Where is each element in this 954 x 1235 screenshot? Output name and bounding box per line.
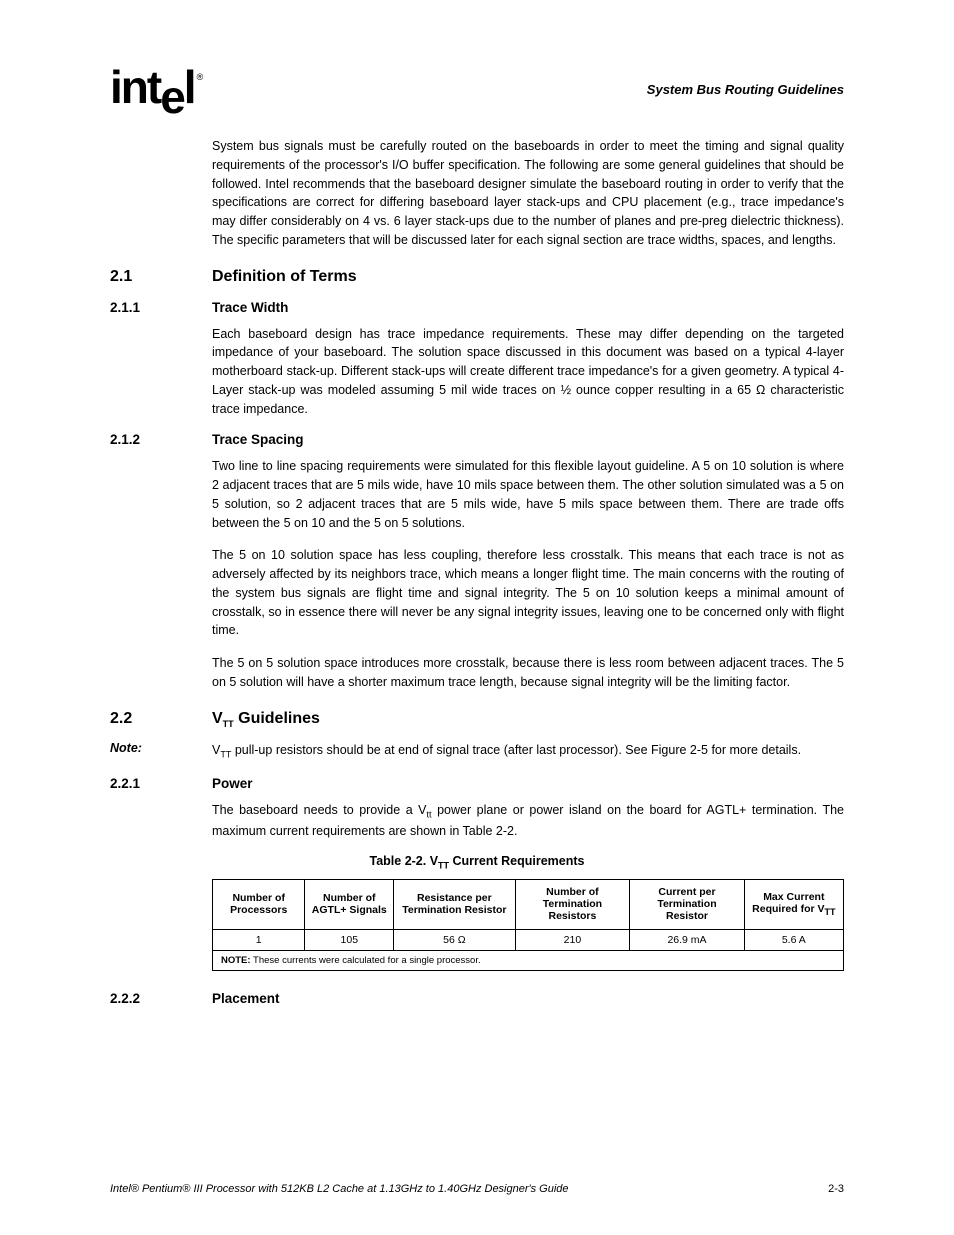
logo-part-e: e bbox=[160, 70, 184, 124]
note-label: Note: bbox=[110, 741, 212, 762]
footer-page-num: 2-3 bbox=[828, 1183, 844, 1195]
section-2-1-num: 2.1 bbox=[110, 268, 212, 286]
th-max-current: Max Current Required for VTT bbox=[744, 879, 843, 929]
vtt-current-table: Number of Processors Number of AGTL+ Sig… bbox=[212, 879, 844, 971]
page-footer: Intel® Pentium® III Processor with 512KB… bbox=[110, 1183, 844, 1195]
trace-spacing-p2: The 5 on 10 solution space has less coup… bbox=[212, 546, 844, 640]
trace-width-text: Each baseboard design has trace impedanc… bbox=[212, 325, 844, 419]
vtt-note-row: Note: VTT pull-up resistors should be at… bbox=[110, 741, 844, 762]
section-2-1-2-num: 2.1.2 bbox=[110, 432, 212, 447]
td-num-resistors: 210 bbox=[515, 929, 630, 950]
table-note-cell: NOTE: These currents were calculated for… bbox=[213, 950, 844, 970]
section-2-2-1: 2.2.1 Power bbox=[110, 776, 844, 791]
table-header-row: Number of Processors Number of AGTL+ Sig… bbox=[213, 879, 844, 929]
trace-width-paragraph: Each baseboard design has trace impedanc… bbox=[212, 325, 844, 419]
td-current-per: 26.9 mA bbox=[630, 929, 744, 950]
td-signals: 105 bbox=[305, 929, 394, 950]
footer-doc-title: Intel® Pentium® III Processor with 512KB… bbox=[110, 1183, 569, 1195]
table-note-row: NOTE: These currents were calculated for… bbox=[213, 950, 844, 970]
section-2-1-2: 2.1.2 Trace Spacing bbox=[110, 432, 844, 447]
th-current-per: Current per Termination Resistor bbox=[630, 879, 744, 929]
td-processors: 1 bbox=[213, 929, 305, 950]
section-2-2-2: 2.2.2 Placement bbox=[110, 991, 844, 1006]
section-2-1-2-title: Trace Spacing bbox=[212, 432, 304, 447]
section-2-2-1-num: 2.2.1 bbox=[110, 776, 212, 791]
section-2-1-1: 2.1.1 Trace Width bbox=[110, 300, 844, 315]
th-resistance: Resistance per Termination Resistor bbox=[394, 879, 515, 929]
page-header-title: System Bus Routing Guidelines bbox=[110, 82, 844, 97]
section-2-1: 2.1 Definition of Terms bbox=[110, 268, 844, 286]
power-text: The baseboard needs to provide a Vtt pow… bbox=[212, 801, 844, 841]
section-2-1-title: Definition of Terms bbox=[212, 268, 357, 286]
logo-part-2: l bbox=[184, 60, 195, 114]
th-signals: Number of AGTL+ Signals bbox=[305, 879, 394, 929]
th-processors: Number of Processors bbox=[213, 879, 305, 929]
table-caption: Table 2-2. VTT Current Requirements bbox=[110, 854, 844, 871]
table-row: 1 105 56 Ω 210 26.9 mA 5.6 A bbox=[213, 929, 844, 950]
logo-registered: ® bbox=[197, 72, 202, 82]
th-num-resistors: Number of Termination Resistors bbox=[515, 879, 630, 929]
section-2-2-2-num: 2.2.2 bbox=[110, 991, 212, 1006]
td-max-current: 5.6 A bbox=[744, 929, 843, 950]
intro-text: System bus signals must be carefully rou… bbox=[212, 137, 844, 250]
section-2-1-1-title: Trace Width bbox=[212, 300, 288, 315]
section-2-2: 2.2 VTT Guidelines bbox=[110, 710, 844, 729]
section-2-2-num: 2.2 bbox=[110, 710, 212, 729]
power-paragraph: The baseboard needs to provide a Vtt pow… bbox=[212, 801, 844, 841]
intel-logo: intel® bbox=[110, 60, 199, 114]
trace-spacing-paragraphs: Two line to line spacing requirements we… bbox=[212, 457, 844, 691]
section-2-2-title: VTT Guidelines bbox=[212, 710, 320, 729]
trace-spacing-p1: Two line to line spacing requirements we… bbox=[212, 457, 844, 532]
vtt-note-text: VTT pull-up resistors should be at end o… bbox=[212, 741, 801, 762]
td-resistance: 56 Ω bbox=[394, 929, 515, 950]
section-2-2-2-title: Placement bbox=[212, 991, 280, 1006]
intro-paragraph: System bus signals must be carefully rou… bbox=[212, 137, 844, 250]
section-2-2-1-title: Power bbox=[212, 776, 253, 791]
section-2-1-1-num: 2.1.1 bbox=[110, 300, 212, 315]
trace-spacing-p3: The 5 on 5 solution space introduces mor… bbox=[212, 654, 844, 692]
logo-part-1: int bbox=[110, 60, 160, 114]
